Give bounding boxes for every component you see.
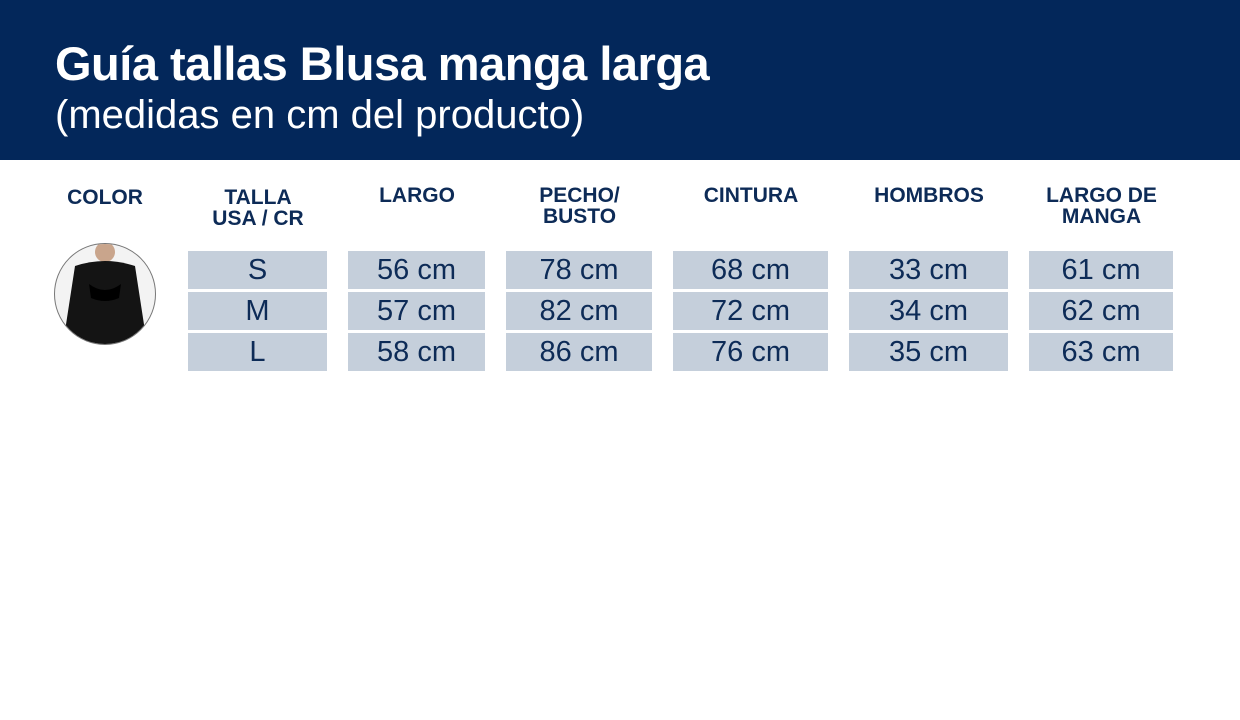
cell-talla: M [188, 292, 327, 330]
cell-pecho-busto: 78 cm [506, 251, 652, 289]
cell-cintura: 72 cm [673, 292, 828, 330]
cell-largo: 57 cm [348, 292, 485, 330]
column-header-largo: LARGO [379, 184, 455, 207]
cell-largo-de-manga: 61 cm [1029, 251, 1173, 289]
column-header-cintura: CINTURA [703, 184, 799, 207]
column-header-color: COLOR [67, 186, 143, 209]
page-subtitle: (medidas en cm del producto) [55, 93, 585, 137]
column-header-talla: TALLA USA / CR [212, 186, 304, 230]
cell-largo-de-manga: 63 cm [1029, 333, 1173, 371]
color-swatch-black-blouse [54, 243, 156, 345]
cell-pecho-busto: 86 cm [506, 333, 652, 371]
cell-hombros: 33 cm [849, 251, 1008, 289]
cell-largo: 56 cm [348, 251, 485, 289]
header-banner: Guía tallas Blusa manga larga (medidas e… [0, 0, 1240, 160]
cell-largo: 58 cm [348, 333, 485, 371]
column-header-pecho-busto: PECHO/ BUSTO [539, 184, 620, 228]
cell-cintura: 68 cm [673, 251, 828, 289]
cell-hombros: 35 cm [849, 333, 1008, 371]
page-title: Guía tallas Blusa manga larga [55, 37, 710, 90]
column-header-largo-de-manga: LARGO DE MANGA [1046, 184, 1157, 228]
column-header-hombros: HOMBROS [874, 184, 984, 207]
cell-pecho-busto: 82 cm [506, 292, 652, 330]
cell-talla: S [188, 251, 327, 289]
cell-cintura: 76 cm [673, 333, 828, 371]
cell-hombros: 34 cm [849, 292, 1008, 330]
cell-largo-de-manga: 62 cm [1029, 292, 1173, 330]
cell-talla: L [188, 333, 327, 371]
